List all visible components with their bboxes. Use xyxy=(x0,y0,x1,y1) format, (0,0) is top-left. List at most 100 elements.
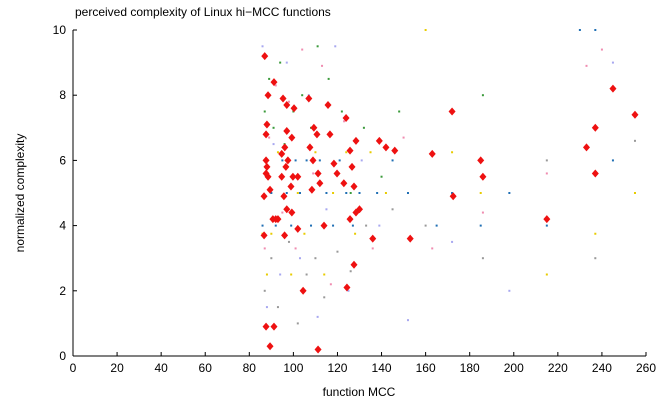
x-tick-label: 200 xyxy=(504,361,524,375)
x-tick-label: 220 xyxy=(548,361,568,375)
point xyxy=(481,211,484,214)
point xyxy=(320,221,328,230)
y-tick-label: 10 xyxy=(53,23,67,37)
point xyxy=(369,151,372,154)
x-tick-label: 0 xyxy=(70,361,77,375)
point xyxy=(332,224,335,227)
point xyxy=(327,77,330,80)
point xyxy=(343,120,346,123)
point xyxy=(435,224,438,227)
point xyxy=(360,159,363,162)
point xyxy=(309,156,317,165)
point xyxy=(262,130,270,139)
point xyxy=(313,130,321,139)
point xyxy=(272,126,275,129)
point xyxy=(545,224,548,227)
point xyxy=(428,149,436,158)
point xyxy=(305,94,313,103)
point xyxy=(314,151,317,154)
point xyxy=(578,29,581,31)
point xyxy=(333,169,341,178)
point xyxy=(312,172,315,175)
point xyxy=(270,257,273,260)
point xyxy=(281,143,289,152)
point xyxy=(265,273,268,276)
point xyxy=(585,64,588,67)
point xyxy=(336,250,339,253)
point xyxy=(481,94,484,97)
y-tick-label: 0 xyxy=(59,349,66,363)
point xyxy=(349,270,352,273)
point xyxy=(391,159,394,162)
point xyxy=(631,110,639,119)
point xyxy=(346,146,354,155)
point xyxy=(314,257,317,260)
point xyxy=(296,322,299,325)
point xyxy=(283,100,291,109)
point xyxy=(263,110,266,113)
point xyxy=(314,169,322,178)
y-tick-label: 2 xyxy=(59,284,66,298)
point xyxy=(262,156,270,165)
point xyxy=(382,143,390,152)
point xyxy=(346,215,354,224)
x-tick-label: 40 xyxy=(154,361,168,375)
x-axis-label: function MCC xyxy=(323,385,396,399)
point xyxy=(324,100,332,109)
point xyxy=(375,136,383,145)
point xyxy=(402,136,405,139)
point xyxy=(543,215,551,224)
point xyxy=(283,205,291,214)
point xyxy=(316,179,324,188)
point xyxy=(278,172,286,181)
point xyxy=(290,224,293,227)
x-tick-label: 260 xyxy=(636,361,656,375)
point xyxy=(288,133,296,142)
point xyxy=(268,136,271,139)
point xyxy=(290,273,293,276)
point xyxy=(323,273,326,276)
point xyxy=(332,192,335,194)
point xyxy=(406,234,414,243)
point xyxy=(266,185,274,194)
point xyxy=(391,146,399,155)
point xyxy=(451,151,454,154)
point xyxy=(285,192,288,194)
point xyxy=(611,159,614,162)
point xyxy=(306,143,314,152)
point xyxy=(508,192,511,194)
point xyxy=(310,123,318,132)
x-tick-label: 140 xyxy=(372,361,392,375)
point xyxy=(384,192,387,194)
point xyxy=(299,286,307,295)
point xyxy=(290,104,298,113)
point xyxy=(354,232,357,235)
point xyxy=(398,110,401,113)
point xyxy=(266,342,274,351)
x-tick-label: 240 xyxy=(592,361,612,375)
point xyxy=(477,156,485,165)
point xyxy=(380,175,383,178)
point xyxy=(481,257,484,260)
point xyxy=(594,29,597,31)
point xyxy=(260,231,268,240)
point xyxy=(323,296,326,299)
point xyxy=(274,215,282,224)
point xyxy=(262,322,270,331)
point xyxy=(294,224,302,233)
point xyxy=(326,130,334,139)
point xyxy=(287,182,295,191)
point xyxy=(270,192,273,194)
point xyxy=(270,322,278,331)
point xyxy=(342,114,350,123)
point xyxy=(378,224,381,227)
point xyxy=(285,61,288,64)
point xyxy=(424,29,427,31)
point xyxy=(298,257,301,260)
point xyxy=(284,156,292,165)
x-tick-label: 100 xyxy=(283,361,303,375)
point xyxy=(349,192,352,194)
point xyxy=(303,232,306,235)
point xyxy=(351,224,354,227)
y-tick-label: 4 xyxy=(59,219,66,233)
